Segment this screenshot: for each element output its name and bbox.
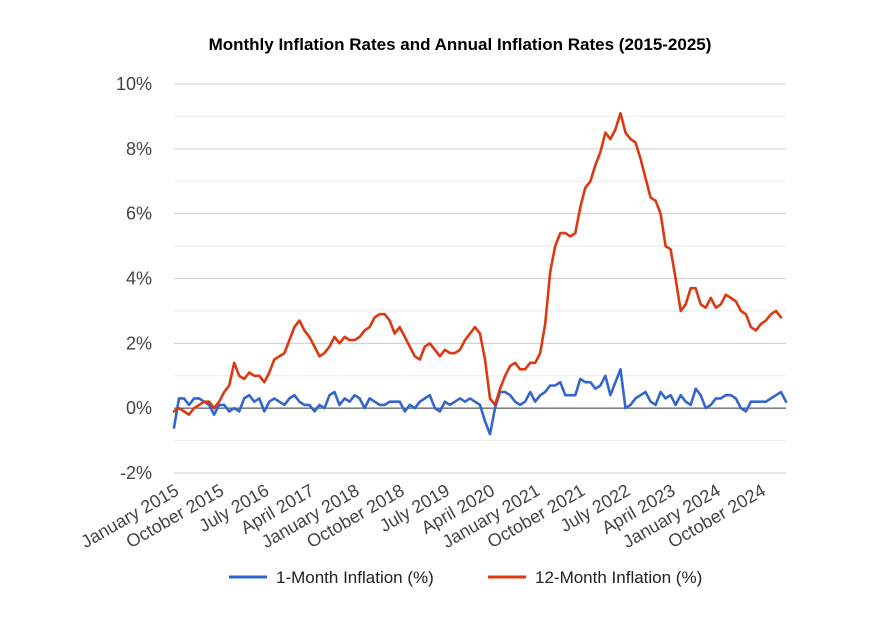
legend-label-12-month: 12-Month Inflation (%) bbox=[535, 568, 702, 587]
y-tick-label: 8% bbox=[126, 139, 152, 159]
y-tick-label: 10% bbox=[116, 74, 152, 94]
data-series bbox=[172, 111, 788, 436]
legend-label-1-month: 1-Month Inflation (%) bbox=[276, 568, 434, 587]
gridlines bbox=[174, 83, 786, 474]
legend: 1-Month Inflation (%) 12-Month Inflation… bbox=[229, 568, 702, 587]
series-line-1-month bbox=[172, 368, 788, 436]
y-tick-label: -2% bbox=[120, 463, 152, 483]
y-tick-label: 4% bbox=[126, 269, 152, 289]
y-axis-ticks: -2% 0% 2% 4% 6% 8% 10% bbox=[116, 74, 152, 483]
y-tick-label: 2% bbox=[126, 333, 152, 353]
chart-title: Monthly Inflation Rates and Annual Infla… bbox=[209, 35, 712, 54]
y-tick-label: 0% bbox=[126, 398, 152, 418]
series-line-12-month bbox=[172, 111, 783, 416]
y-tick-label: 6% bbox=[126, 204, 152, 224]
